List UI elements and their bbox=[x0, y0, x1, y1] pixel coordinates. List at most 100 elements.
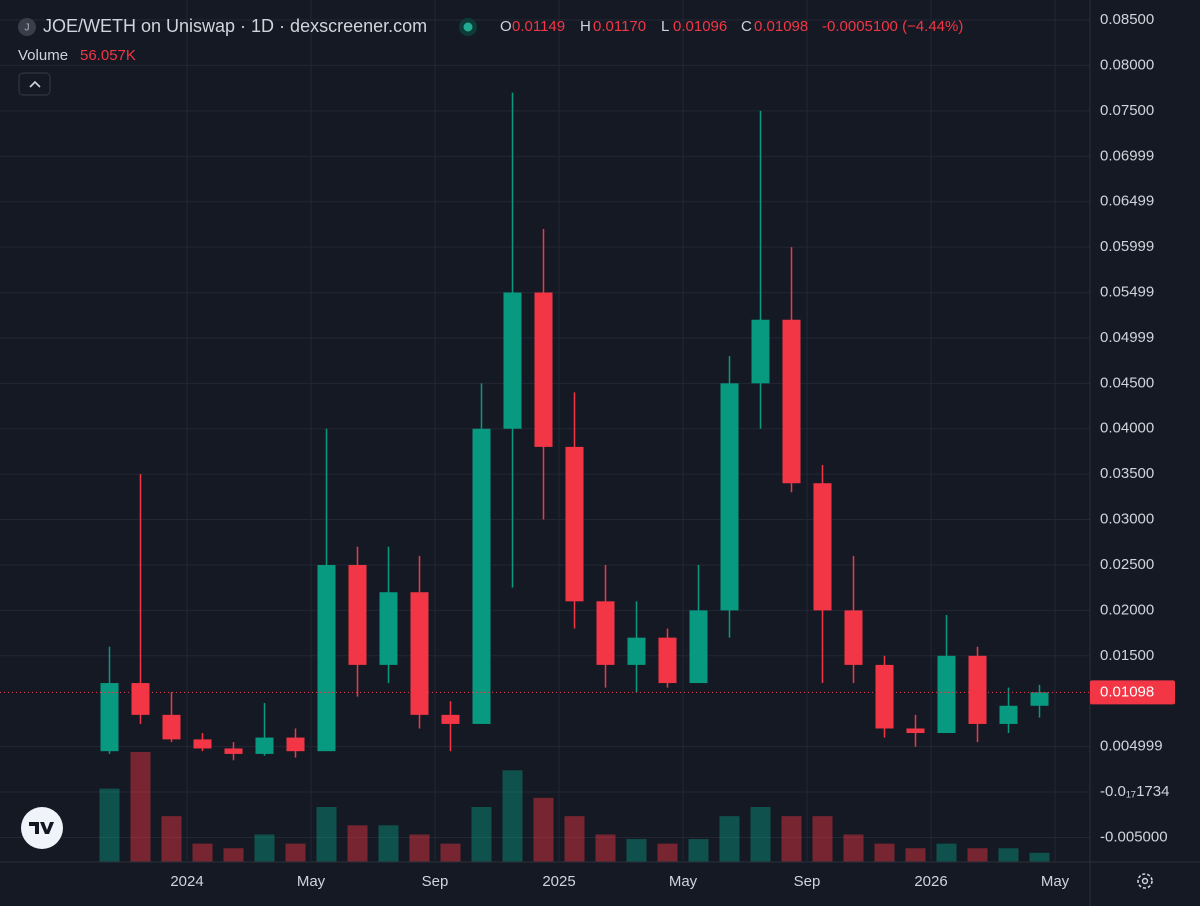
ohlc-value: 0.01149 bbox=[512, 18, 565, 35]
candles bbox=[100, 92, 1049, 761]
settings-button[interactable] bbox=[1137, 873, 1153, 889]
y-tick-label: -0.0₁₇1734 bbox=[1100, 783, 1169, 800]
y-tick-label: 0.03500 bbox=[1100, 465, 1154, 482]
volume-bar bbox=[719, 816, 740, 862]
candle-body bbox=[751, 319, 770, 384]
volume-bar bbox=[998, 848, 1019, 862]
volume-value: 56.057K bbox=[80, 47, 136, 64]
candle-body bbox=[658, 637, 677, 684]
ohlc-key: C bbox=[741, 18, 752, 35]
volume-bar bbox=[316, 807, 337, 862]
candle-body bbox=[937, 655, 956, 734]
candle-body bbox=[999, 705, 1018, 724]
collapse-icon bbox=[29, 80, 41, 88]
volume-pane bbox=[99, 752, 1050, 862]
volume-bar bbox=[223, 848, 244, 862]
logo-mark bbox=[29, 822, 54, 834]
status-dot bbox=[463, 22, 473, 32]
volume-bar bbox=[843, 834, 864, 862]
volume-bar bbox=[781, 816, 802, 862]
y-tick-label: 0.01500 bbox=[1100, 647, 1154, 664]
gear-core bbox=[1141, 877, 1149, 885]
ohlc-key: O bbox=[500, 18, 512, 35]
candle-body bbox=[503, 292, 522, 429]
y-tick-label: 0.04999 bbox=[1100, 329, 1154, 346]
price-change: -0.0005100 (−4.44%) bbox=[822, 18, 963, 35]
volume-bar bbox=[471, 807, 492, 862]
volume-bar bbox=[905, 848, 926, 862]
x-tick-label: May bbox=[297, 873, 326, 890]
candle-body bbox=[410, 592, 429, 715]
candle-body bbox=[100, 683, 119, 752]
candle-body bbox=[348, 564, 367, 665]
x-tick-label: 2026 bbox=[914, 873, 947, 890]
y-tick-label: 0.004999 bbox=[1100, 738, 1163, 755]
last-price-tag bbox=[1090, 680, 1175, 705]
volume-bar bbox=[502, 770, 523, 862]
volume-bar bbox=[967, 848, 988, 862]
candle-body bbox=[596, 601, 615, 665]
volume-bar bbox=[409, 834, 430, 862]
y-tick-label: 0.05999 bbox=[1100, 238, 1154, 255]
volume-bar bbox=[595, 834, 616, 862]
candle-body bbox=[441, 714, 460, 724]
collapse-button[interactable] bbox=[18, 72, 51, 96]
volume-bar bbox=[657, 843, 678, 862]
y-tick-label: 0.04500 bbox=[1100, 374, 1154, 391]
last-price-label: 0.01098 bbox=[1100, 683, 1154, 700]
volume-title: Volume bbox=[18, 47, 68, 64]
gear bbox=[1137, 873, 1153, 889]
volume-bar bbox=[533, 797, 554, 862]
candle-body bbox=[131, 683, 150, 715]
candle-body bbox=[782, 319, 801, 484]
x-tick-label: May bbox=[669, 873, 698, 890]
ohlc-value: 0.01098 bbox=[754, 18, 808, 35]
y-tick-label: 0.02000 bbox=[1100, 601, 1154, 618]
logo[interactable] bbox=[21, 807, 63, 849]
candle-body bbox=[875, 664, 894, 729]
volume-bar bbox=[750, 807, 771, 862]
axes: 0.08500 0.08000 0.07500 0.06999 0.06499 0.059… bbox=[0, 11, 1175, 890]
volume-bar bbox=[130, 752, 151, 862]
candle-body bbox=[317, 564, 336, 752]
volume-bar bbox=[936, 843, 957, 862]
chart-title: JOE/WETH on Uniswap · 1D · dexscreener.c… bbox=[43, 16, 427, 36]
candle-body bbox=[162, 714, 181, 740]
volume-bar bbox=[1029, 852, 1050, 862]
candle-body bbox=[968, 655, 987, 724]
candle-body bbox=[906, 728, 925, 734]
volume-bar bbox=[688, 839, 709, 862]
candle-body bbox=[565, 446, 584, 602]
x-tick-label: 2024 bbox=[170, 873, 203, 890]
x-tick-label: Sep bbox=[422, 873, 449, 890]
x-tick-label: Sep bbox=[794, 873, 821, 890]
ohlc-value: 0.01096 bbox=[673, 18, 727, 35]
y-tick-label: 0.07500 bbox=[1100, 102, 1154, 119]
volume-bar bbox=[192, 843, 213, 862]
y-tick-label: 0.08000 bbox=[1100, 56, 1154, 73]
candle-body bbox=[534, 292, 553, 447]
ohlc-value: 0.01170 bbox=[593, 18, 646, 35]
y-tick-label: 0.06499 bbox=[1100, 193, 1154, 210]
volume-bar bbox=[874, 843, 895, 862]
symbol-icon bbox=[18, 18, 36, 36]
y-tick-label: 0.02500 bbox=[1100, 556, 1154, 573]
y-tick-label: 0.08500 bbox=[1100, 11, 1154, 28]
candle-body bbox=[224, 748, 243, 754]
volume-bar bbox=[285, 843, 306, 862]
ohlc-key: L bbox=[661, 18, 669, 35]
candle-body bbox=[813, 483, 832, 611]
grid bbox=[0, 0, 1090, 862]
volume-bar bbox=[347, 825, 368, 862]
candle-body bbox=[255, 737, 274, 754]
volume-bar bbox=[564, 816, 585, 862]
volume-bar bbox=[378, 825, 399, 862]
candle-body bbox=[720, 383, 739, 611]
x-tick-label: May bbox=[1041, 873, 1070, 890]
volume-bar bbox=[812, 816, 833, 862]
y-tick-label: 0.05499 bbox=[1100, 284, 1154, 301]
candle-body bbox=[627, 637, 646, 665]
y-tick-label: 0.06999 bbox=[1100, 147, 1154, 164]
